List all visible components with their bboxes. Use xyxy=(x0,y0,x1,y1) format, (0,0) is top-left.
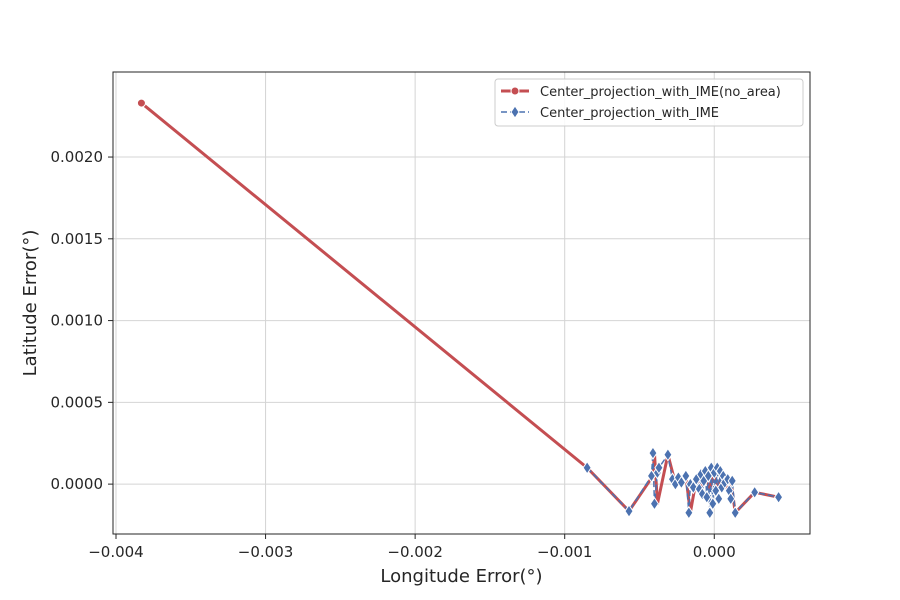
data-point xyxy=(750,485,760,500)
legend-marker xyxy=(510,105,520,119)
data-point xyxy=(582,460,592,475)
y-tick-label: 0.0000 xyxy=(51,475,104,493)
data-point xyxy=(663,447,673,462)
y-tick-label: 0.0015 xyxy=(51,230,104,248)
x-tick-label: −0.004 xyxy=(88,543,144,561)
data-point xyxy=(684,505,694,520)
data-point xyxy=(681,469,691,483)
series-1 xyxy=(136,98,779,515)
data-point xyxy=(714,491,724,506)
legend-marker xyxy=(510,86,520,96)
data-point xyxy=(648,446,658,460)
series-line xyxy=(140,101,779,515)
x-tick-label: −0.002 xyxy=(387,543,443,561)
y-gridlines xyxy=(113,156,810,485)
legend-label: Center_projection_with_IME(no_area) xyxy=(540,85,781,100)
legend-label: Center_projection_with_IME xyxy=(540,106,719,121)
data-point xyxy=(726,491,736,506)
data-point xyxy=(624,504,634,519)
data-point xyxy=(773,490,784,505)
data-point xyxy=(676,475,686,490)
data-point xyxy=(730,505,740,520)
data-point xyxy=(654,460,664,475)
series-layer xyxy=(136,98,784,520)
x-tick-label: −0.001 xyxy=(537,543,593,561)
legend-item: Center_projection_with_IME(no_area) xyxy=(501,85,781,100)
y-tick-labels: 0.0000 0.0005 0.0010 0.0015 0.0020 xyxy=(51,148,113,493)
x-tick-label: 0.000 xyxy=(693,543,736,561)
x-tick-labels: −0.004 −0.003 −0.002 −0.001 0.000 xyxy=(88,534,736,561)
legend: Center_projection_with_IME(no_area) Cente… xyxy=(494,78,804,127)
series-2 xyxy=(582,446,784,520)
data-point xyxy=(727,473,737,488)
data-point xyxy=(708,496,718,511)
legend-item: Center_projection_with_IME xyxy=(501,105,719,121)
y-tick-label: 0.0005 xyxy=(51,393,104,411)
x-tick-label: −0.003 xyxy=(238,543,294,561)
legend-box xyxy=(494,78,804,127)
plot-area-frame xyxy=(112,71,811,535)
y-tick-label: 0.0020 xyxy=(51,148,104,166)
x-axis-title: Longitude Error(°) xyxy=(380,566,542,587)
y-tick-label: 0.0010 xyxy=(51,312,104,330)
data-point xyxy=(136,98,146,108)
data-point xyxy=(705,505,715,520)
data-point xyxy=(649,496,660,511)
data-point xyxy=(702,490,712,505)
y-axis-title: Latitude Error(°) xyxy=(20,230,41,377)
x-gridlines xyxy=(115,72,715,534)
